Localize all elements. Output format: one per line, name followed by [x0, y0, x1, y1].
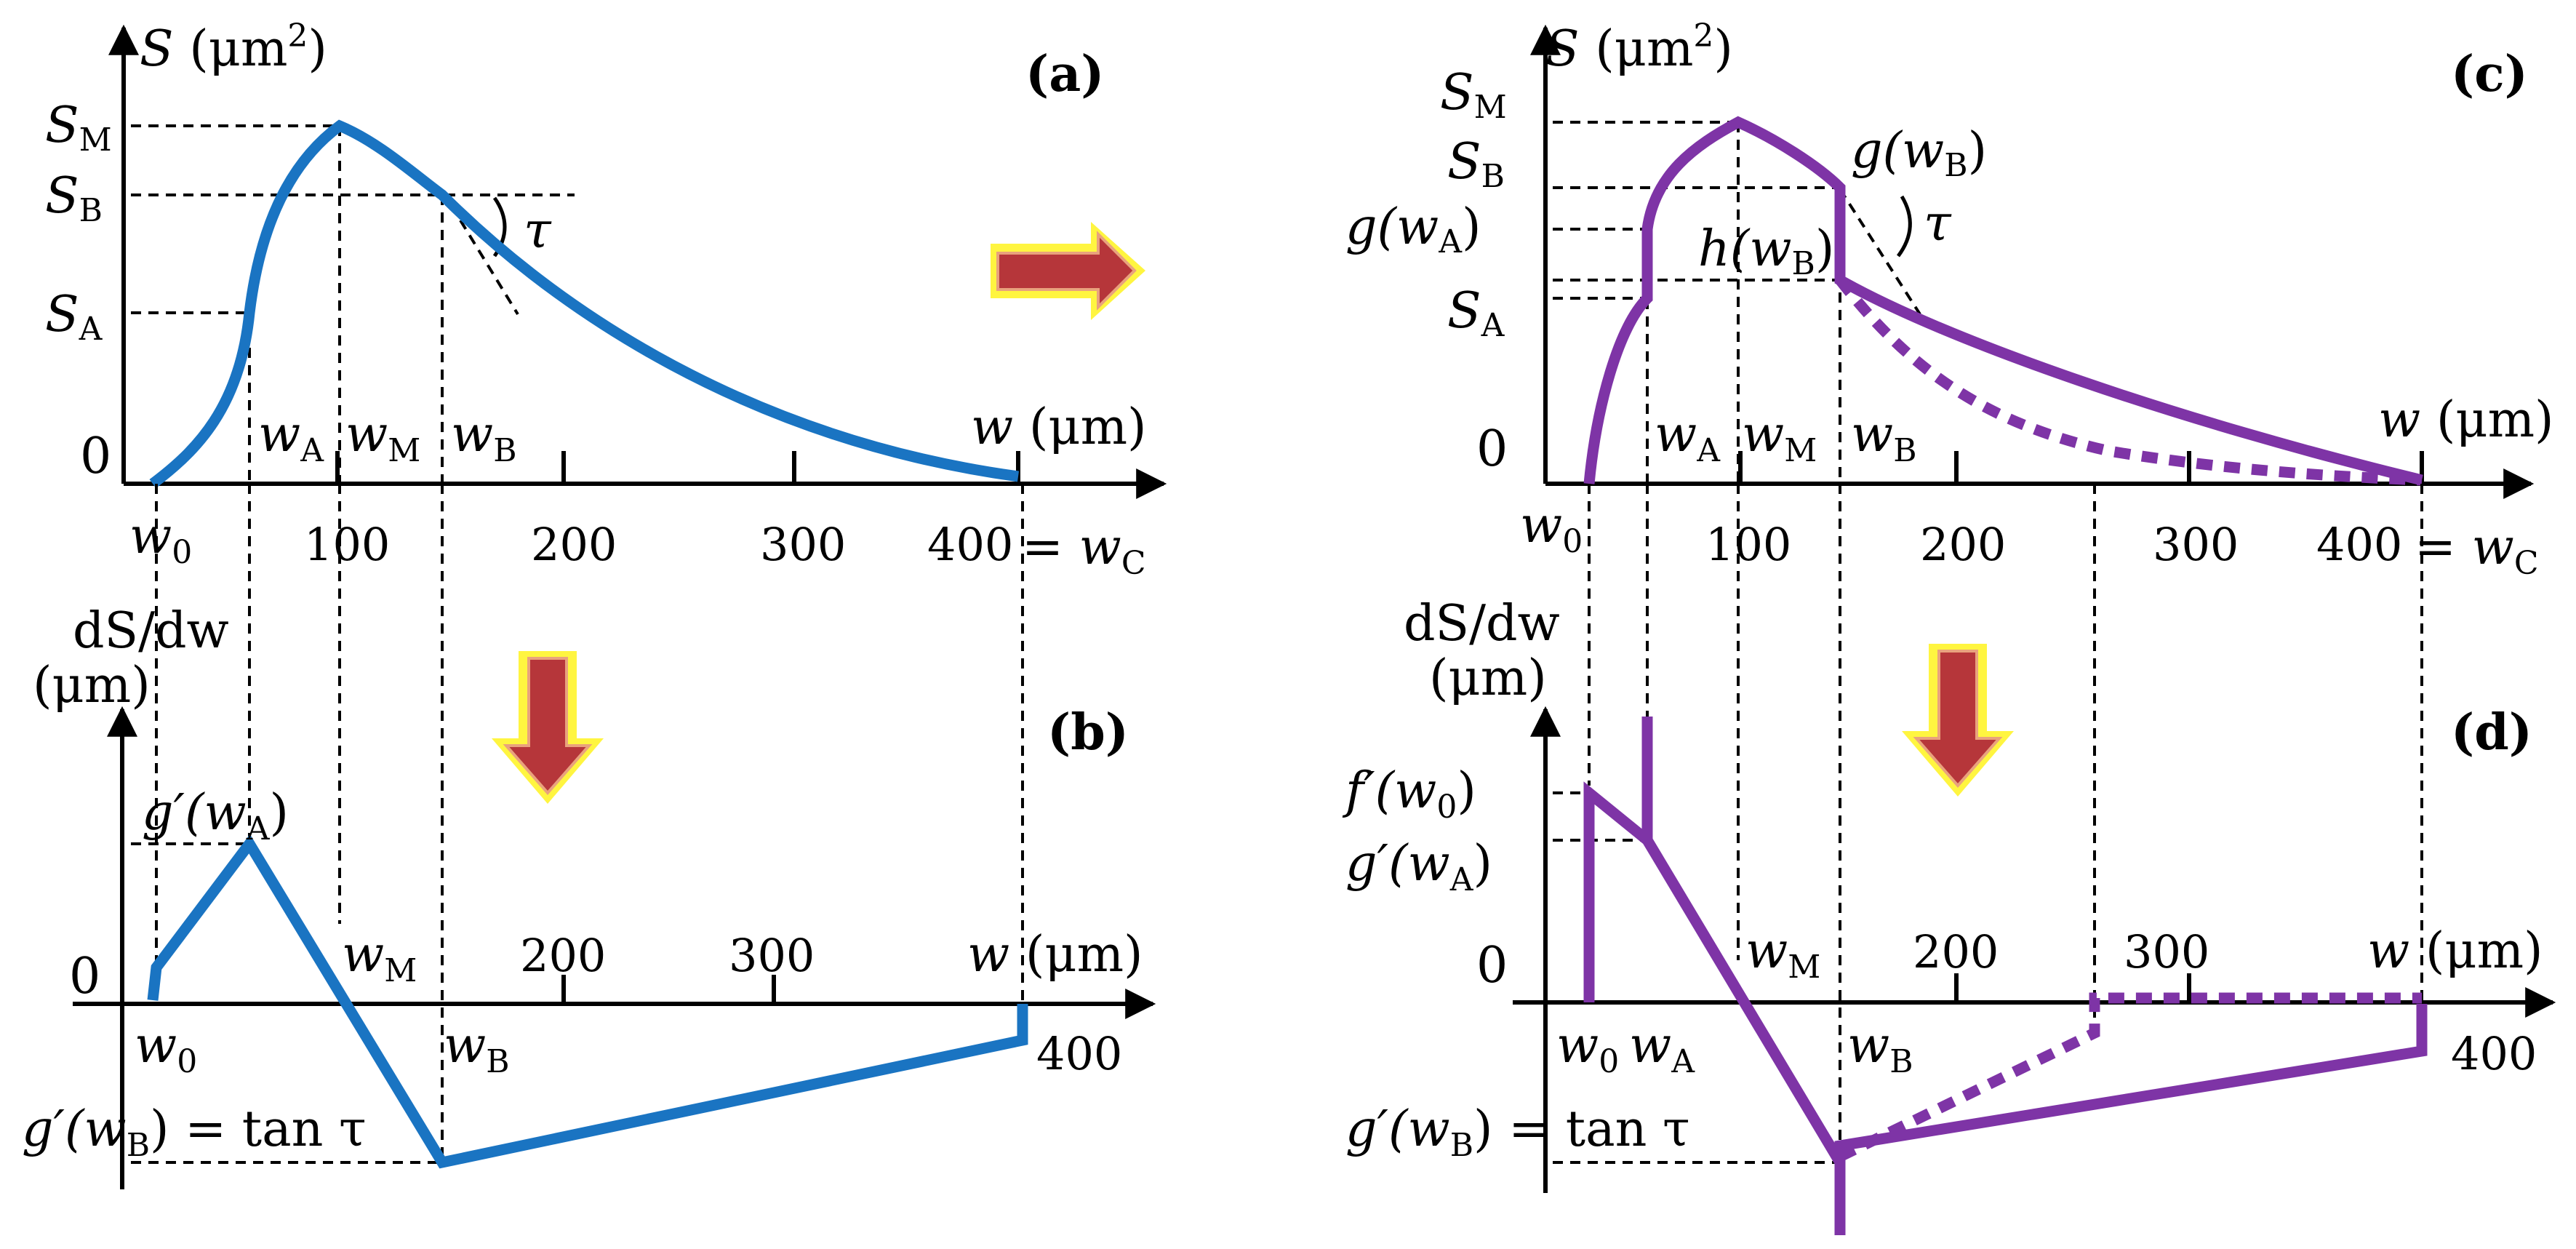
panel-c-curve-dotted — [1836, 276, 2423, 486]
panel-c-label-wM: wM — [1742, 406, 1817, 469]
panel-a-label-wC: = wC — [1022, 519, 1145, 582]
panel-b-tick-label-300: 300 — [729, 929, 815, 982]
panel-b-label-gB: g′(wB) = tan τ — [22, 1101, 367, 1164]
panel-b-label-w0: w0 — [135, 1017, 197, 1080]
panel-c-label-zero: 0 — [1476, 420, 1508, 478]
panel-c-label-w0: w0 — [1520, 497, 1583, 560]
panel-b-label-wB: wB — [444, 1017, 510, 1080]
panel-d-label-gA: g′(wA) — [1345, 835, 1492, 898]
panel-b: dS/dw (μm) (b) 0 g′(wA) wM 200 300 w (μm… — [22, 602, 1156, 1189]
panel-c-tag: (c) — [2451, 45, 2528, 103]
panel-d-label-wM: wM — [1745, 922, 1820, 986]
panel-c-tick-label-300: 300 — [2153, 518, 2239, 571]
panel-c-x-label: w (μm) — [2378, 391, 2554, 449]
panel-a-tick-label-300: 300 — [760, 518, 846, 571]
down-arrow-icon — [1902, 644, 2014, 797]
panel-b-tag: (b) — [1047, 703, 1129, 762]
right-arrow-icon — [991, 222, 1145, 320]
panel-b-label-wM: wM — [342, 926, 417, 989]
panel-d-tick-label-400: 400 — [2451, 1027, 2537, 1080]
panel-c-label-hwB: h(wB) — [1698, 220, 1834, 282]
panel-c-tick-label-100: 100 — [1705, 518, 1791, 571]
panel-c-tangent — [1839, 188, 1921, 316]
panel-d-label-wB: wB — [1847, 1017, 1913, 1080]
panel-a-label-SM: SM — [45, 97, 112, 159]
panel-a-y-label: S (μm2) — [140, 17, 327, 78]
panel-b-x-label: w (μm) — [967, 926, 1143, 983]
panel-a-tick-label-400: 400 — [927, 518, 1013, 571]
panel-d: dS/dw (μm) (d) f′(w0) g′(wA) 0 wM 200 30… — [1342, 595, 2556, 1235]
panel-a-label-SA: SA — [45, 286, 103, 348]
panel-d-y-label-2: (μm) — [1429, 650, 1547, 707]
panel-a-tick-label-200: 200 — [531, 518, 617, 571]
panel-c-label-wC: = wC — [2415, 519, 2538, 582]
panel-c-label-SM: SM — [1440, 64, 1507, 126]
panel-a: S (μm2) (a) SM SB SA 0 wA wM wB w (μm) w… — [45, 17, 1167, 1157]
panel-d-label-f0: f′(w0) — [1342, 762, 1476, 826]
panel-c-tick-label-400: 400 — [2316, 518, 2402, 571]
panel-a-label-zero: 0 — [80, 428, 111, 485]
panel-c: S (μm2) (c) SM SB g(wA) SA 0 g(wB) h(wB)… — [1345, 17, 2554, 1157]
panel-c-label-SA: SA — [1447, 282, 1505, 344]
panel-c-y-label: S (μm2) — [1545, 17, 1733, 78]
panel-b-tick-label-200: 200 — [520, 929, 606, 982]
panel-c-tau: τ — [1924, 195, 1952, 252]
down-arrow-icon — [492, 651, 604, 804]
panel-b-label-gA: g′(wA) — [142, 784, 289, 847]
panel-a-label-SB: SB — [45, 167, 103, 229]
panel-d-label-gB: g′(wB) = tan τ — [1345, 1101, 1690, 1164]
panel-c-label-wB: wB — [1851, 406, 1917, 469]
panel-c-label-SB: SB — [1447, 133, 1505, 195]
panel-d-y-label-1: dS/dw — [1404, 595, 1560, 653]
panel-c-curve — [1583, 116, 2423, 486]
panel-b-label-zero: 0 — [69, 948, 100, 1005]
panel-a-tau: τ — [524, 202, 552, 260]
panel-d-label-wA: wA — [1629, 1017, 1695, 1080]
panel-b-y-label-1: dS/dw — [73, 602, 229, 660]
panel-a-label-wA: wA — [258, 406, 324, 469]
panel-a-curve — [149, 119, 1020, 488]
panel-d-tick-label-200: 200 — [1913, 925, 1999, 978]
panel-a-tag: (a) — [1025, 45, 1104, 103]
panel-b-y-label-2: (μm) — [33, 657, 151, 714]
panel-a-label-wB: wB — [451, 406, 517, 469]
panel-d-label-w0: w0 — [1556, 1017, 1619, 1080]
panel-a-tick-label-100: 100 — [304, 518, 390, 571]
panel-c-label-gwA: g(wA) — [1345, 199, 1481, 260]
panel-b-tick-label-400: 400 — [1036, 1027, 1122, 1080]
panel-b-curve — [147, 834, 1028, 1169]
panel-d-curve — [1583, 717, 2428, 1235]
panel-d-label-zero: 0 — [1476, 937, 1508, 994]
panel-a-x-label: w (μm) — [971, 399, 1147, 456]
panel-c-label-wA: wA — [1655, 406, 1721, 469]
panel-a-label-w0: w0 — [129, 508, 192, 571]
panel-c-tick-label-200: 200 — [1920, 518, 2006, 571]
panel-d-x-label: w (μm) — [2367, 922, 2543, 980]
panel-c-tau-arc — [1896, 195, 1912, 258]
panel-d-curve-dotted — [1837, 992, 2422, 1162]
panel-a-label-wM: wM — [345, 406, 420, 469]
panel-c-label-gwB: g(wB) — [1851, 122, 1987, 184]
panel-d-tick-label-300: 300 — [2124, 925, 2209, 978]
panel-d-tag: (d) — [2451, 703, 2532, 762]
